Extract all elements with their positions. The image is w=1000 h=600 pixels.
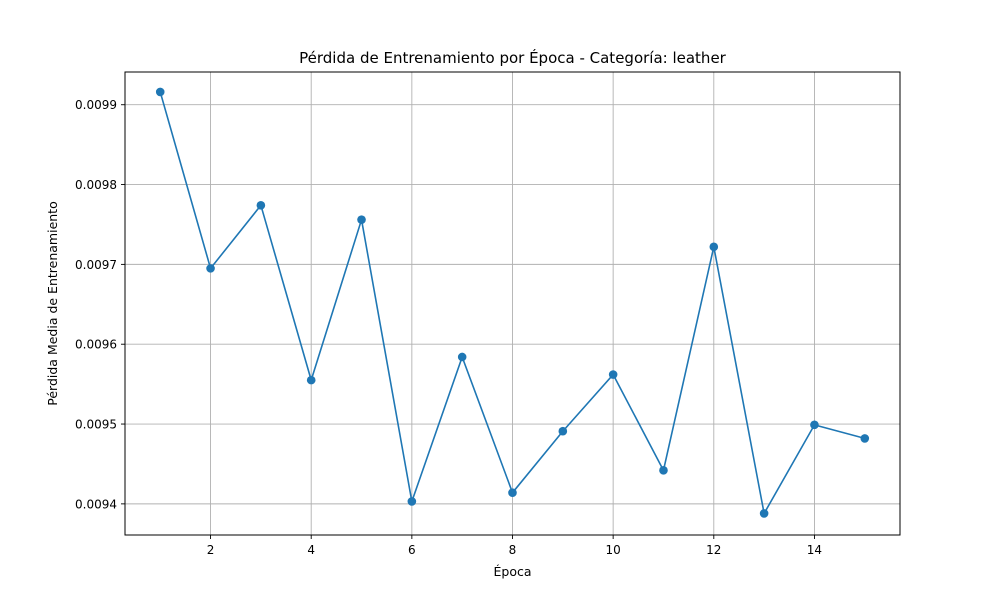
data-point — [659, 466, 668, 475]
x-axis-ticks: 2 4 6 8 10 12 14 — [207, 535, 822, 557]
y-tick-label: 0.0096 — [75, 338, 117, 352]
x-tick-label: 10 — [606, 543, 621, 557]
y-tick-label: 0.0099 — [75, 98, 117, 112]
x-tick-label: 14 — [807, 543, 822, 557]
data-point — [206, 264, 215, 273]
x-tick-label: 2 — [207, 543, 215, 557]
data-point — [558, 426, 568, 436]
data-point — [357, 215, 366, 224]
data-point — [810, 420, 819, 430]
data-point — [709, 242, 719, 252]
data-point — [256, 201, 266, 210]
grid-layer — [125, 72, 900, 535]
data-point — [306, 375, 316, 385]
x-tick-label: 8 — [509, 543, 517, 557]
data-point — [759, 509, 769, 518]
y-tick-label: 0.0097 — [75, 258, 117, 272]
data-point — [457, 352, 467, 362]
x-tick-label: 12 — [706, 543, 721, 557]
data-point — [407, 497, 417, 506]
data-point — [608, 370, 618, 379]
x-tick-label: 4 — [307, 543, 315, 557]
y-tick-label: 0.0098 — [75, 178, 117, 192]
data-point — [860, 434, 870, 443]
y-axis-ticks: 0.0094 0.0095 0.0096 0.0097 0.0098 0.0099 — [75, 98, 125, 511]
x-tick-label: 6 — [408, 543, 416, 557]
y-tick-label: 0.0094 — [75, 497, 117, 511]
x-axis-label: Época — [493, 564, 531, 579]
series-layer — [155, 87, 870, 518]
chart-title: Pérdida de Entrenamiento por Época - Cat… — [299, 48, 727, 67]
data-point — [508, 488, 517, 497]
data-point — [155, 87, 165, 97]
y-axis-label: Pérdida Media de Entrenamiento — [45, 201, 60, 405]
y-tick-label: 0.0095 — [75, 418, 117, 432]
